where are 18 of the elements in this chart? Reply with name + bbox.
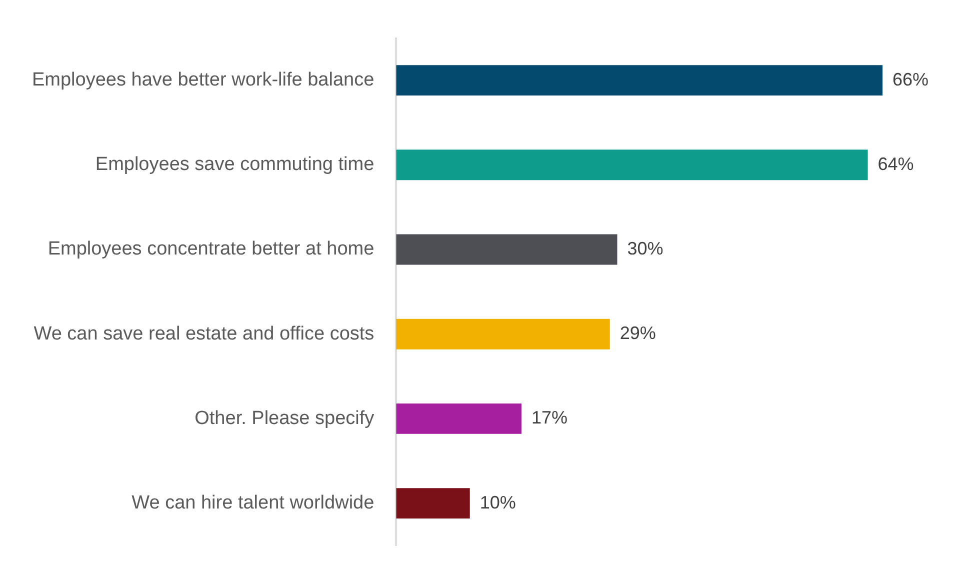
y-tick-label: Employees save commuting time xyxy=(95,154,374,176)
bar xyxy=(396,488,470,519)
bar xyxy=(396,65,883,96)
y-tick-label: Other. Please specify xyxy=(194,408,375,429)
data-label: 64% xyxy=(878,154,914,174)
bar xyxy=(396,150,868,180)
bar xyxy=(396,403,522,434)
data-label: 66% xyxy=(892,69,929,90)
data-label: 30% xyxy=(627,238,664,258)
y-tick-label: Employees concentrate better at home xyxy=(48,238,374,260)
y-tick-label: We can hire talent worldwide xyxy=(132,492,374,514)
data-label: 17% xyxy=(531,408,568,428)
y-tick-label: Employees have better work-life balance xyxy=(32,70,374,91)
y-tick-label: We can save real estate and office costs xyxy=(34,323,374,344)
data-label: 10% xyxy=(480,492,516,512)
data-label: 29% xyxy=(620,323,656,344)
bar xyxy=(396,234,618,265)
bar xyxy=(396,318,610,350)
